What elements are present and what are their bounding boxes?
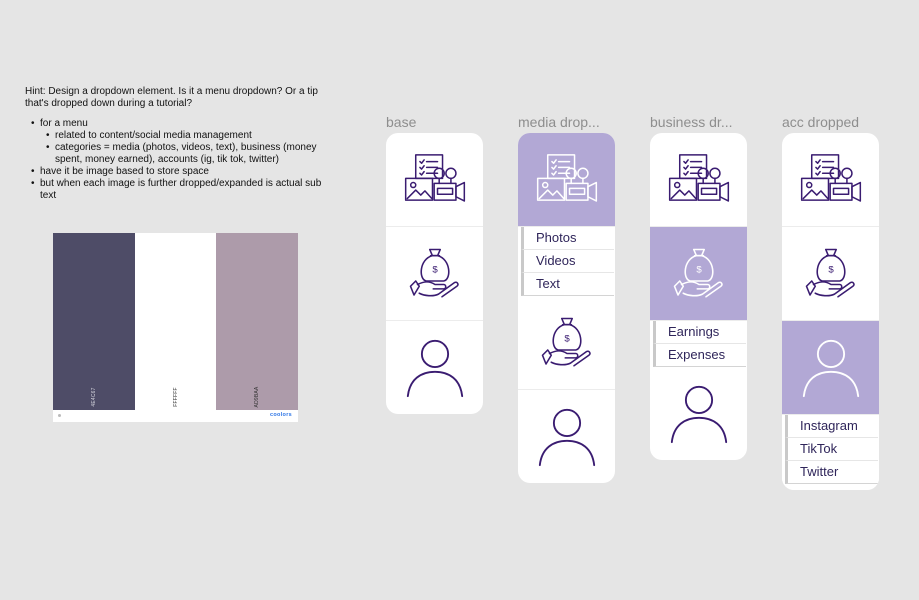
column-label-accounts: acc dropped [782, 114, 860, 130]
submenu-item-photos[interactable]: Photos [521, 227, 614, 250]
submenu-item-text[interactable]: Text [521, 273, 614, 296]
swatch-hex: AD9BAA [254, 386, 261, 408]
submenu-item-tiktok[interactable]: TikTok [785, 438, 878, 461]
palette-swatch-dark: 4E4C67 [53, 233, 135, 410]
user-account-icon [801, 337, 861, 399]
menu-item-media[interactable] [386, 133, 483, 227]
palette-swatch-white: FFFFFF [134, 233, 217, 410]
column-label-business: business dr... [650, 114, 733, 130]
menu-item-business[interactable] [650, 227, 747, 321]
business-submenu: Earnings Expenses [650, 321, 747, 367]
menu-item-business[interactable] [518, 296, 615, 390]
media-content-icon [800, 152, 862, 208]
coolors-logo: coolors [270, 412, 292, 418]
hint-sub-bullet: categories = media (photos, videos, text… [46, 142, 330, 166]
submenu-item-earnings[interactable]: Earnings [653, 321, 746, 344]
menu-item-media[interactable] [782, 133, 879, 227]
money-bag-hand-icon [539, 313, 595, 373]
submenu-item-videos[interactable]: Videos [521, 250, 614, 273]
hint-notes: Hint: Design a dropdown element. Is it a… [25, 86, 330, 202]
menu-media-dropped: Photos Videos Text [518, 133, 615, 483]
palette-dot [58, 414, 61, 417]
hint-bullet: but when each image is further dropped/e… [31, 178, 330, 202]
hint-list: for a menu related to content/social med… [25, 118, 330, 202]
user-account-icon [405, 337, 465, 399]
hint-sub-bullet: related to content/social media manageme… [46, 130, 330, 142]
submenu-item-twitter[interactable]: Twitter [785, 461, 878, 484]
menu-accounts-dropped: Instagram TikTok Twitter [782, 133, 879, 490]
user-account-icon [537, 406, 597, 468]
menu-item-business[interactable] [782, 227, 879, 321]
menu-item-accounts[interactable] [386, 321, 483, 414]
hint-intro: Hint: Design a dropdown element. Is it a… [25, 86, 318, 109]
media-content-icon [536, 152, 598, 208]
swatch-hex: FFFFFF [172, 387, 179, 407]
menu-item-media[interactable] [650, 133, 747, 227]
swatch-hex: 4E4C67 [90, 387, 97, 407]
money-bag-hand-icon [803, 244, 859, 304]
column-label-base: base [386, 114, 417, 130]
submenu-item-expenses[interactable]: Expenses [653, 344, 746, 367]
column-label-media: media drop... [518, 114, 600, 130]
media-content-icon [404, 152, 466, 208]
menu-item-accounts[interactable] [518, 390, 615, 483]
color-palette: 4E4C67 FFFFFF AD9BAA coolors [53, 233, 299, 422]
menu-base [386, 133, 483, 414]
user-account-icon [669, 383, 729, 445]
menu-item-media[interactable] [518, 133, 615, 227]
menu-item-business[interactable] [386, 227, 483, 321]
menu-item-accounts[interactable] [650, 367, 747, 460]
hint-bullet: have it be image based to store space [31, 166, 330, 178]
media-submenu: Photos Videos Text [518, 227, 615, 296]
submenu-item-instagram[interactable]: Instagram [785, 415, 878, 438]
accounts-submenu: Instagram TikTok Twitter [782, 415, 879, 490]
menu-business-dropped: Earnings Expenses [650, 133, 747, 460]
menu-item-accounts[interactable] [782, 321, 879, 415]
hint-bullet: for a menu related to content/social med… [31, 118, 330, 166]
money-bag-hand-icon [407, 244, 463, 304]
palette-swatch-mauve: AD9BAA [216, 233, 299, 410]
money-bag-hand-icon [671, 244, 727, 304]
media-content-icon [668, 152, 730, 208]
